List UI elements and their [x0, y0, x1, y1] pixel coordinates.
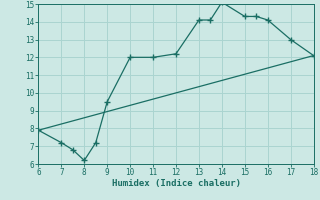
X-axis label: Humidex (Indice chaleur): Humidex (Indice chaleur) — [111, 179, 241, 188]
